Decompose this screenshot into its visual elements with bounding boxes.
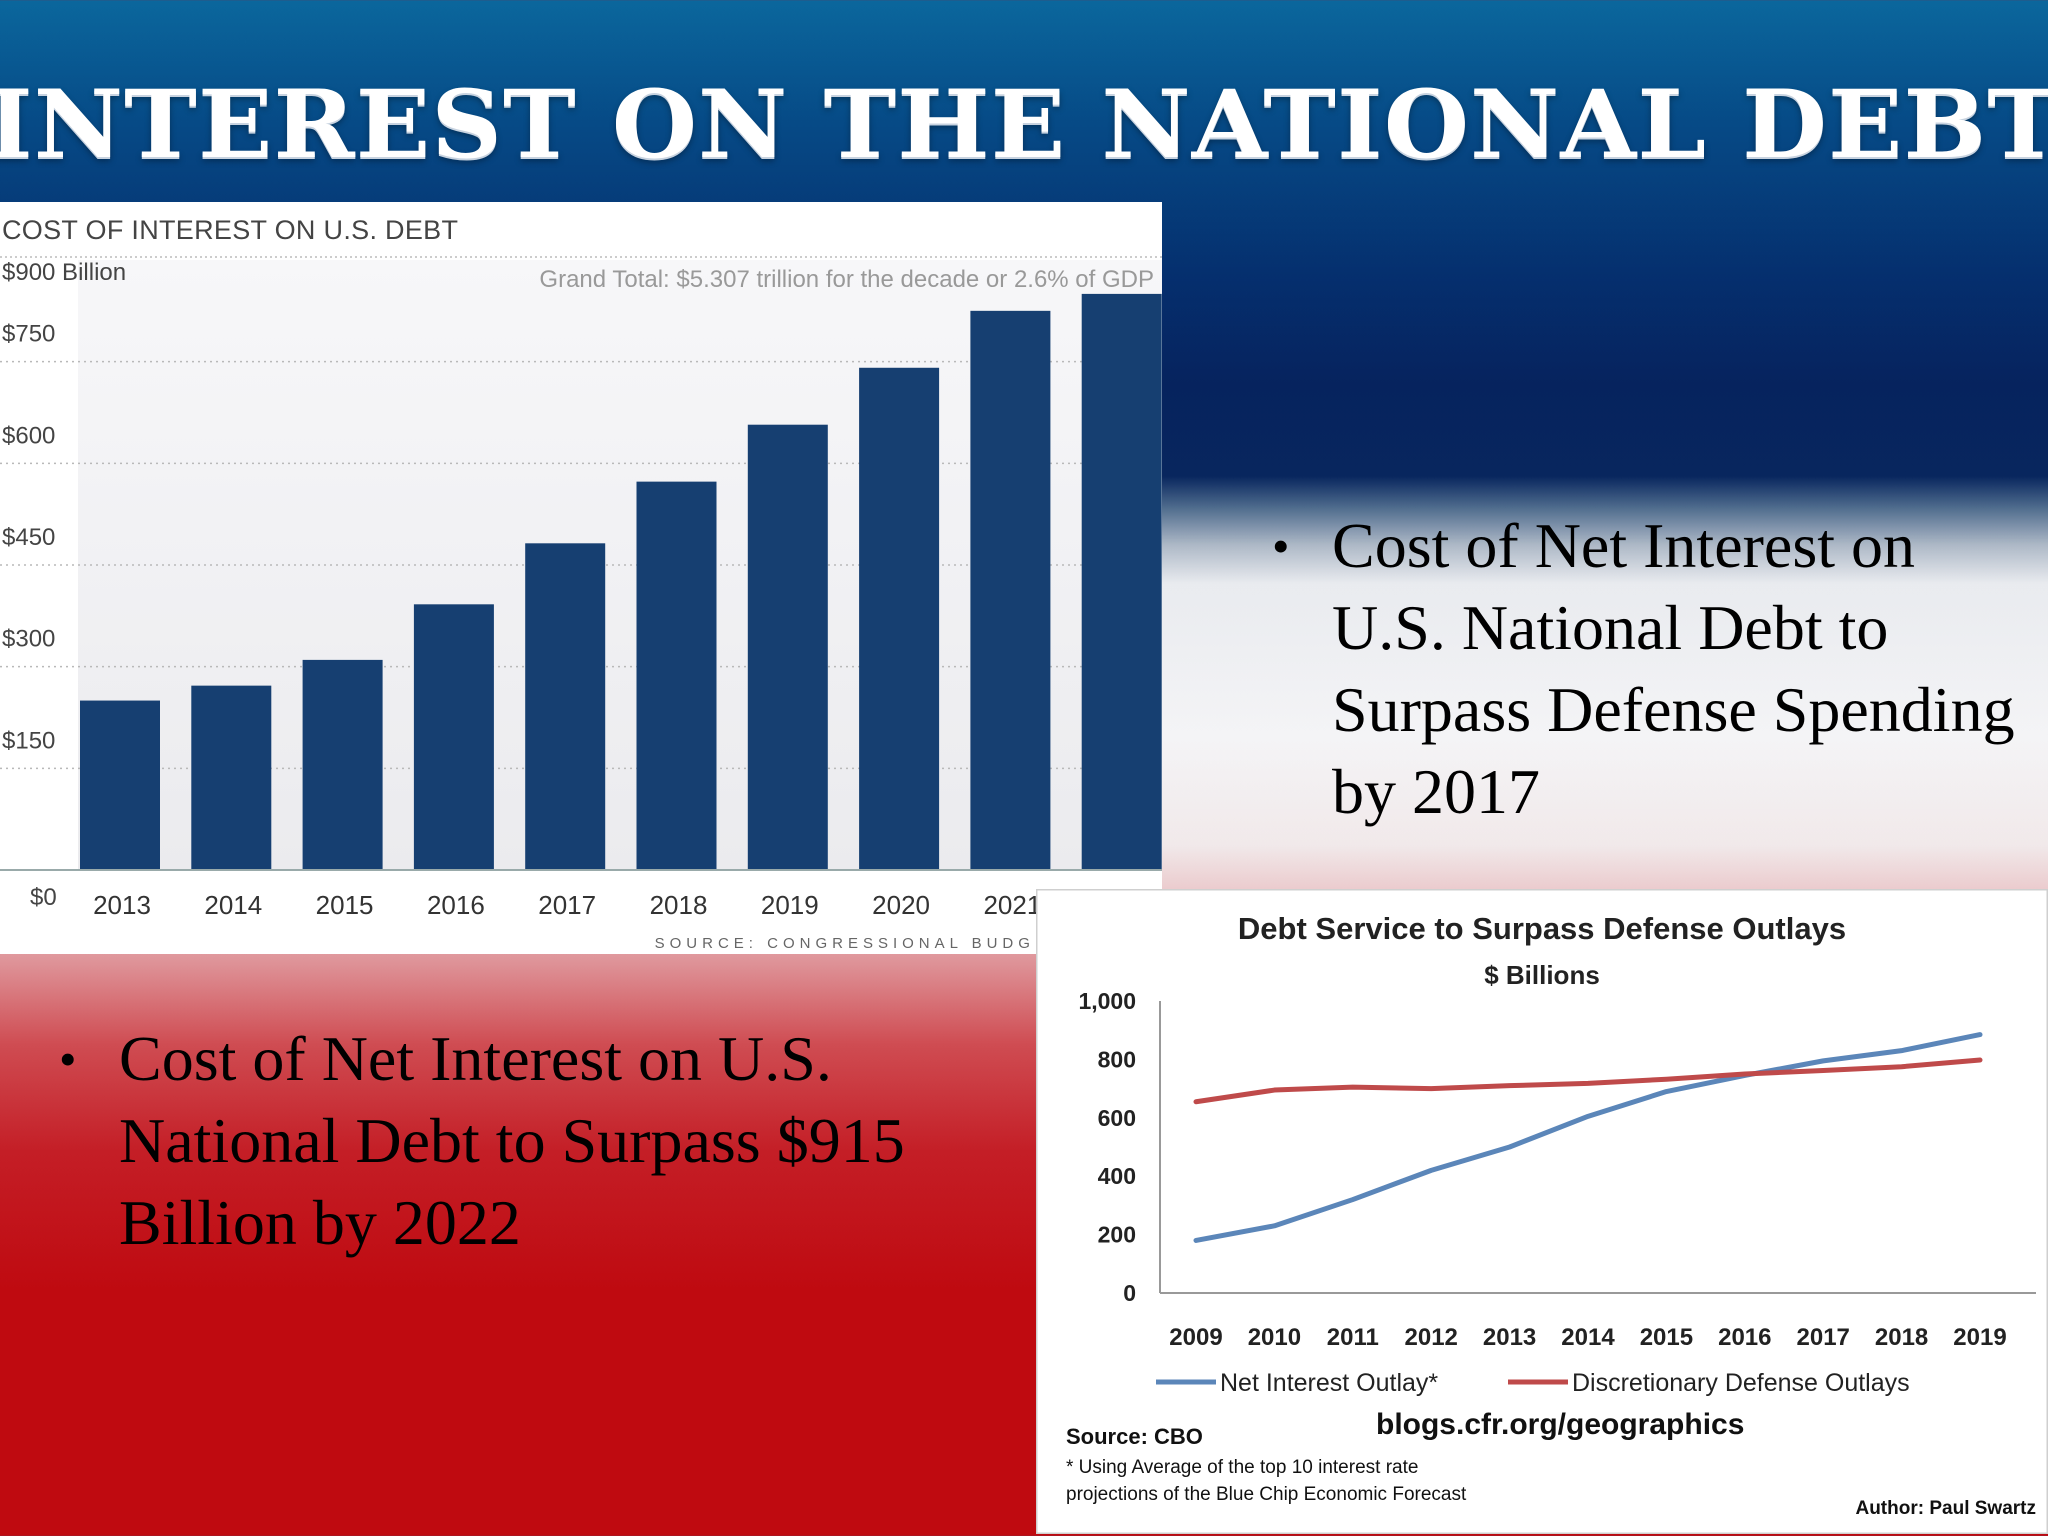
slide-title: Interest on the National Debt	[0, 70, 2048, 180]
chart2-x-tick-label: 2016	[1718, 1324, 1771, 1351]
chart2-background	[1036, 889, 2048, 1534]
chart1-y-tick-label: $600	[2, 422, 55, 449]
chart2-footnote-line1: * Using Average of the top 10 interest r…	[1066, 1457, 1418, 1478]
chart1-source: SOURCE: CONGRESSIONAL BUDGET OFFICE	[655, 935, 1158, 952]
defense-outlays-line	[1193, 1057, 1983, 1105]
chart2-x-tick-label: 2018	[1875, 1324, 1928, 1351]
chart1-subtitle: Grand Total: $5.307 trillion for the dec…	[539, 266, 1154, 293]
debt-vs-defense-line-chart: Debt Service to Surpass Defense Outlays …	[1036, 889, 2048, 1534]
chart1-bar-2022	[1081, 293, 1162, 870]
bullet-defense-comparison: • Cost of Net Interest on U.S. National …	[1272, 505, 2022, 833]
chart2-y-tick-label: 400	[1098, 1163, 1136, 1189]
chart1-bar-2017	[525, 543, 606, 870]
chart2-x-tick-label: 2017	[1797, 1324, 1850, 1351]
chart1-bar-2013	[80, 700, 160, 870]
chart1-bar-2018	[636, 481, 717, 870]
chart2-y-tick-label: 1,000	[1078, 988, 1136, 1014]
bullet-2022-projection: • Cost of Net Interest on U.S. National …	[59, 1018, 1019, 1264]
legend-label-defense: Discretionary Defense Outlays	[1572, 1369, 1910, 1397]
bullet-glyph: •	[59, 1031, 77, 1087]
chart1-bar-2021	[970, 310, 1051, 870]
chart2-y-tick-label: 200	[1098, 1222, 1136, 1248]
chart1-y-tick-label: $450	[2, 524, 55, 551]
chart1-bar-2020	[859, 367, 940, 870]
bullet-2022-text: Cost of Net Interest on U.S. National De…	[119, 1023, 905, 1258]
chart1-x-tick-label: 2014	[204, 890, 262, 920]
bullet-glyph: •	[1272, 518, 1290, 574]
chart2-x-tick-label: 2009	[1169, 1324, 1222, 1351]
chart1-y-tick-label: $750	[2, 321, 55, 348]
chart1-x-tick-label: 2018	[650, 890, 708, 920]
chart1-x-tick-label: 2020	[872, 890, 930, 920]
chart1-y-tick-label: $0	[30, 884, 57, 911]
chart1-x-tick-label: 2013	[93, 890, 151, 920]
chart1-y-tick-label: $900 Billion	[2, 259, 126, 286]
chart2-y-tick-label: 0	[1123, 1280, 1136, 1306]
net-interest-line	[1193, 1032, 1983, 1243]
chart1-y-tick-label: $300	[2, 626, 55, 653]
chart1-x-tick-label: 2021	[983, 890, 1041, 920]
chart2-x-tick-label: 2010	[1248, 1324, 1301, 1351]
chart1-bar-2016	[413, 604, 494, 870]
chart2-author: Author: Paul Swartz	[1855, 1498, 2036, 1519]
chart2-x-tick-label: 2012	[1405, 1324, 1458, 1351]
chart2-y-tick-label: 600	[1098, 1105, 1136, 1131]
chart2-y-tick-label: 800	[1098, 1046, 1136, 1072]
chart1-y-tick-label: $150	[2, 727, 55, 754]
chart2-x-tick-label: 2019	[1953, 1324, 2006, 1351]
chart2-x-tick-label: 2015	[1640, 1324, 1693, 1351]
chart2-x-tick-label: 2014	[1561, 1324, 1615, 1351]
chart1-x-tick-label: 2019	[761, 890, 819, 920]
chart2-x-tick-label: 2013	[1483, 1324, 1536, 1351]
chart2-title: Debt Service to Surpass Defense Outlays	[1238, 911, 1846, 946]
chart1-title: COST OF INTEREST ON U.S. DEBT	[2, 215, 458, 245]
bullet-defense-text: Cost of Net Interest on U.S. National De…	[1332, 510, 2015, 827]
chart1-bar-2014	[191, 685, 272, 870]
chart2-subtitle: $ Billions	[1484, 960, 1600, 990]
chart1-x-tick-label: 2015	[316, 890, 374, 920]
chart1-x-tick-label: 2017	[538, 890, 596, 920]
chart2-x-tick-label: 2011	[1327, 1324, 1379, 1351]
chart2-watermark: blogs.cfr.org/geographics	[1376, 1408, 1744, 1441]
chart1-x-tick-label: 2016	[427, 890, 485, 920]
chart1-bar-2015	[302, 659, 383, 870]
chart2-footnote-line2: projections of the Blue Chip Economic Fo…	[1066, 1484, 1467, 1505]
chart2-source: Source: CBO	[1066, 1424, 1203, 1449]
interest-cost-bar-chart: COST OF INTEREST ON U.S. DEBT Grand Tota…	[0, 202, 1162, 954]
legend-label-net-interest: Net Interest Outlay*	[1220, 1369, 1438, 1397]
chart1-bar-2019	[747, 424, 828, 870]
